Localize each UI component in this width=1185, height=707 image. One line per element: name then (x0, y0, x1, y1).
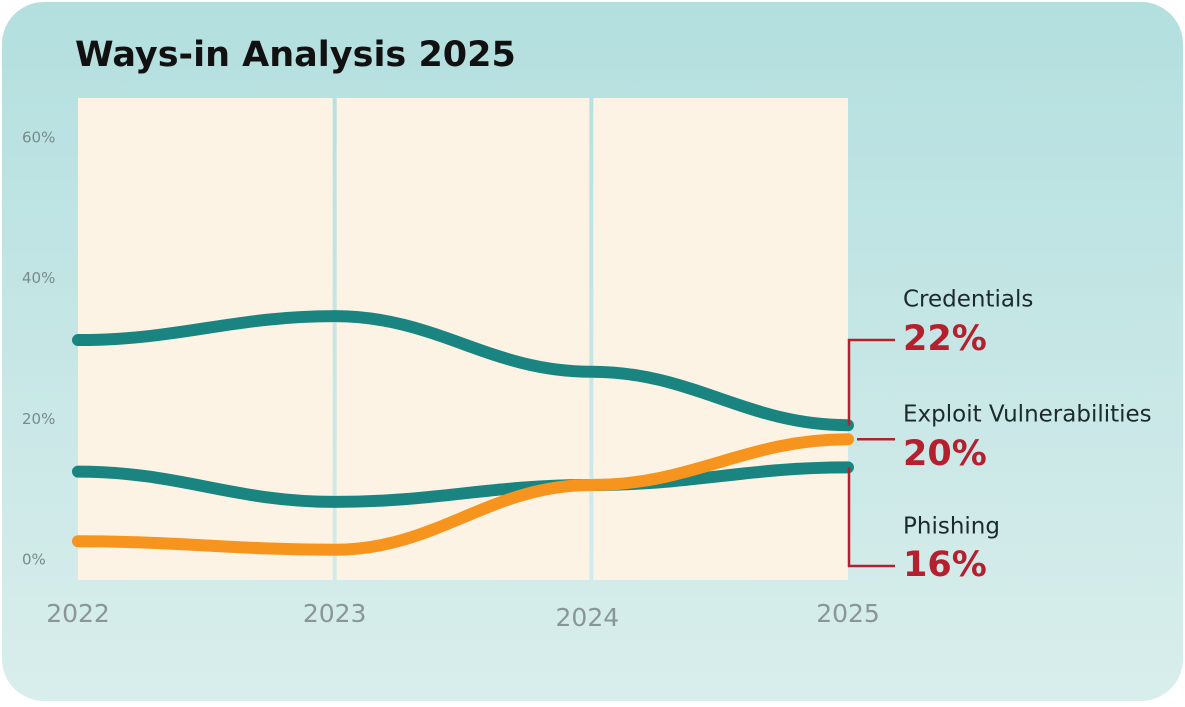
connector (847, 338, 895, 426)
x-tick-label: 2022 (46, 599, 110, 628)
series-line (72, 461, 854, 508)
x-tick-label: 2023 (303, 599, 367, 628)
y-tick-label: 60% (22, 128, 55, 146)
y-tick-label: 0% (22, 551, 46, 569)
series-line (72, 310, 854, 432)
legend-label: Phishing (903, 514, 1000, 540)
value-label: 22% (903, 319, 987, 359)
value-label: 20% (903, 434, 987, 474)
y-tick-label: 20% (22, 410, 55, 428)
chart-title: Ways-in Analysis 2025 (75, 35, 516, 75)
legend-label: Credentials (903, 287, 1033, 313)
legend-label: Exploit Vulnerabilities (903, 402, 1152, 428)
y-tick-label: 40% (22, 269, 55, 287)
series-line (72, 433, 854, 556)
value-label: 16% (903, 545, 987, 585)
connector (847, 467, 895, 568)
plot-panel (593, 98, 848, 580)
x-tick-label: 2025 (816, 599, 880, 628)
x-tick-label: 2024 (556, 603, 620, 632)
